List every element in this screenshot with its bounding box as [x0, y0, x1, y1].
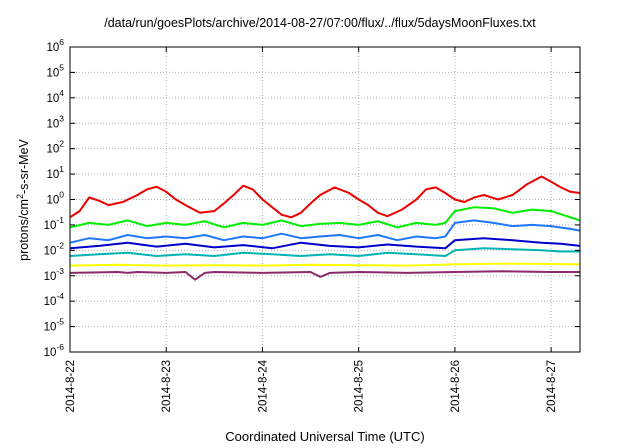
series-line-5	[70, 262, 580, 267]
y-tick-label: 10-2	[44, 240, 65, 257]
series-line-6	[70, 270, 580, 281]
y-tick-label: 103	[46, 113, 64, 130]
y-tick-label: 102	[46, 139, 64, 156]
x-tick-label: 2014-8-23	[161, 360, 173, 412]
series-line-4	[70, 237, 580, 250]
x-tick-label: 2014-8-27	[546, 360, 558, 412]
series-line-2	[70, 247, 580, 257]
y-tick-label: 10-3	[44, 266, 65, 283]
y-tick-label: 100	[46, 190, 64, 207]
x-tick-label: 2014-8-26	[450, 360, 462, 412]
chart-title: /data/run/goesPlots/archive/2014-08-27/0…	[104, 16, 536, 30]
y-tick-label: 10-4	[44, 291, 65, 308]
y-tick-label: 10-1	[44, 215, 65, 232]
y-tick-label: 104	[46, 88, 64, 105]
series-line-0	[70, 175, 580, 219]
y-tick-label: 106	[46, 37, 64, 54]
x-tick-label: 2014-8-24	[257, 359, 269, 412]
x-axis-label: Coordinated Universal Time (UTC)	[225, 429, 425, 444]
x-tick-label: 2014-8-25	[354, 360, 366, 412]
y-tick-label: 10-6	[44, 342, 65, 359]
series-line-1	[70, 206, 580, 229]
y-tick-label: 10-5	[44, 317, 65, 334]
y-tick-label: 105	[46, 62, 64, 79]
x-tick-label: 2014-8-22	[65, 360, 77, 412]
series-line-3	[70, 219, 580, 244]
y-tick-label: 101	[46, 164, 64, 181]
